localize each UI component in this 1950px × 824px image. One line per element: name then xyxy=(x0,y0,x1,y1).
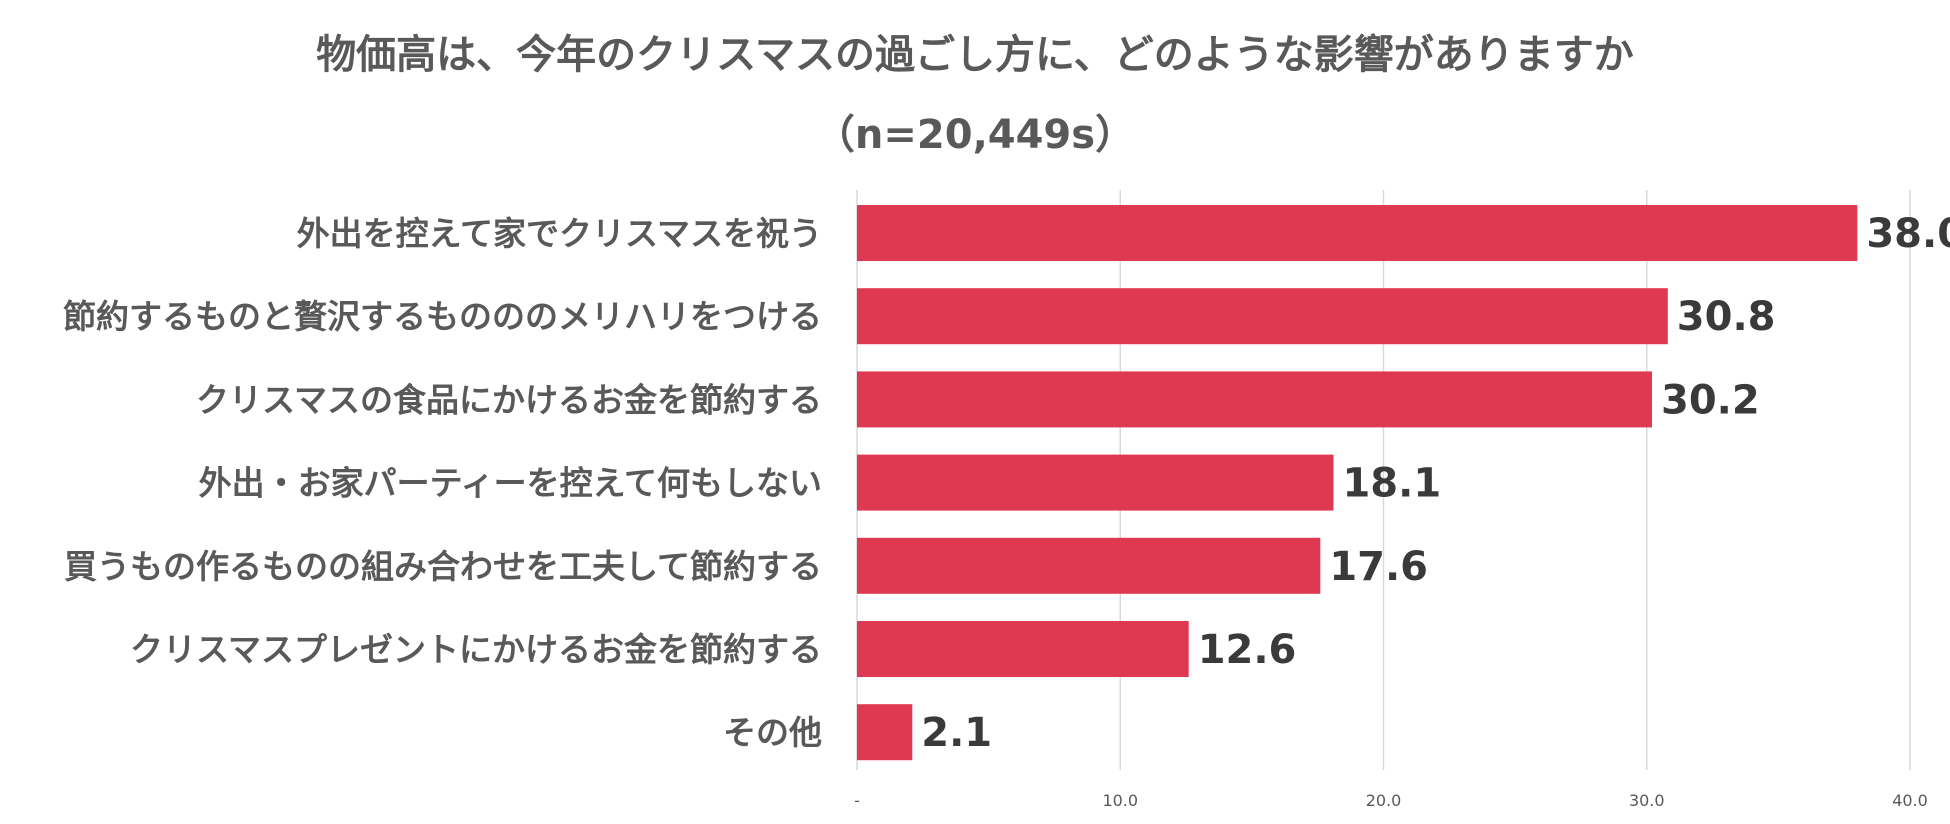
x-axis-tick-labels: - 10.0 20.0 30.0 40.0 xyxy=(854,791,1928,810)
value-label: 12.6 xyxy=(1198,627,1297,673)
category-label: クリスマスの食品にかけるお金を節約する xyxy=(196,380,822,419)
category-label: 外出を控えて家でクリスマスを祝う xyxy=(297,214,822,253)
value-label: 18.1 xyxy=(1342,461,1441,507)
bar xyxy=(857,454,1334,511)
value-label: 30.2 xyxy=(1661,377,1760,423)
category-labels: 外出を控えて家でクリスマスを祝う節約するものと贅沢するものののメリハリをつけるク… xyxy=(63,214,822,752)
category-label: 節約するものと贅沢するものののメリハリをつける xyxy=(63,297,822,336)
chart-subtitle: （n=20,449s） xyxy=(814,112,1136,158)
category-label: 外出・お家パーティーを控えて何もしない xyxy=(199,464,822,503)
category-label: その他 xyxy=(723,713,822,752)
value-label: 2.1 xyxy=(921,710,992,756)
category-label: 買うもの作るものの組み合わせを工夫して節約する xyxy=(64,547,822,586)
x-tick-label: 10.0 xyxy=(1102,791,1138,810)
bar xyxy=(857,704,913,761)
x-tick-label: - xyxy=(854,791,860,810)
value-labels: 38.0 30.8 30.2 18.1 17.6 12.6 2.1 xyxy=(921,211,1950,756)
x-tick-label: 20.0 xyxy=(1366,791,1402,810)
bar xyxy=(857,205,1858,261)
x-tick-label: 40.0 xyxy=(1892,791,1928,810)
bar xyxy=(857,621,1189,677)
bar xyxy=(857,537,1321,594)
x-tick-label: 30.0 xyxy=(1629,791,1665,810)
bar xyxy=(857,371,1653,428)
category-label: クリスマスプレゼントにかけるお金を節約する xyxy=(130,630,822,669)
value-label: 17.6 xyxy=(1329,544,1428,590)
value-label: 38.0 xyxy=(1866,211,1950,257)
value-label: 30.8 xyxy=(1677,294,1776,340)
bars xyxy=(857,205,1858,761)
chart-title: 物価高は、今年のクリスマスの過ごし方に、どのような影響がありますか xyxy=(316,32,1634,78)
bar xyxy=(857,288,1668,345)
